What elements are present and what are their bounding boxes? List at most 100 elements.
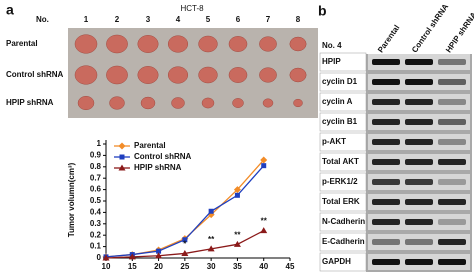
tumor bbox=[228, 36, 248, 52]
sample-number: 3 bbox=[146, 15, 151, 24]
band bbox=[405, 159, 433, 165]
marker bbox=[102, 254, 110, 261]
sample: No. 4 bbox=[322, 41, 342, 50]
sample-number: 6 bbox=[236, 15, 241, 24]
y-axis-label: Tumor volumn(cm³) bbox=[67, 162, 76, 237]
annotation: * bbox=[183, 240, 187, 249]
band bbox=[372, 59, 400, 65]
band bbox=[372, 199, 400, 205]
column-header: Control shRNA bbox=[410, 2, 450, 54]
row-box bbox=[319, 172, 367, 192]
x-tick-label: 10 bbox=[102, 262, 111, 271]
annotation: ** bbox=[234, 230, 241, 239]
marker bbox=[118, 164, 126, 171]
tumor bbox=[77, 95, 95, 111]
y-tick-label: 0.2 bbox=[90, 230, 102, 239]
legend-label: HPIP shRNA bbox=[134, 163, 182, 172]
tumor bbox=[106, 34, 128, 54]
marker bbox=[207, 245, 215, 252]
tumor bbox=[198, 35, 218, 53]
sample-number: 1 bbox=[84, 15, 89, 24]
protein-label: Total ERK bbox=[322, 197, 360, 206]
legend-label: Control shRNA bbox=[134, 152, 192, 161]
tumor bbox=[198, 66, 218, 84]
protein-label: Total AKT bbox=[322, 157, 359, 166]
row-box bbox=[319, 192, 367, 212]
y-tick-label: 0.8 bbox=[90, 162, 102, 171]
legend-label: Parental bbox=[134, 141, 166, 150]
tumor bbox=[106, 65, 128, 85]
band bbox=[372, 79, 400, 85]
panel-label: b bbox=[318, 3, 327, 19]
x-tick-label: 25 bbox=[180, 262, 189, 271]
band bbox=[405, 59, 433, 65]
marker bbox=[260, 227, 268, 234]
y-tick-label: 0.5 bbox=[90, 196, 102, 205]
sample-number: 4 bbox=[176, 15, 181, 24]
column-header: Parental bbox=[376, 23, 401, 54]
y-tick-label: 0.4 bbox=[90, 208, 102, 217]
band bbox=[372, 139, 400, 145]
protein-label: GAPDH bbox=[322, 257, 351, 266]
sample-number: 5 bbox=[206, 15, 211, 24]
band bbox=[438, 199, 466, 205]
band bbox=[438, 139, 466, 145]
protein-label: cyclin A bbox=[322, 97, 353, 106]
row-box bbox=[319, 72, 367, 92]
tumor bbox=[74, 65, 98, 85]
protein-label: N-Cadherin bbox=[322, 217, 365, 226]
tumor bbox=[109, 96, 125, 110]
tumor bbox=[137, 66, 159, 84]
row-label: HPIP shRNA bbox=[6, 98, 54, 107]
y-tick-label: 1 bbox=[97, 139, 102, 148]
y-tick-label: 0.1 bbox=[90, 242, 102, 251]
band bbox=[438, 239, 466, 245]
tumor bbox=[293, 98, 303, 108]
band bbox=[372, 219, 400, 225]
row-box bbox=[319, 52, 367, 72]
x-tick-label: 40 bbox=[259, 262, 268, 271]
row-box bbox=[319, 152, 367, 172]
protein-label: cyclin B1 bbox=[322, 117, 358, 126]
marker bbox=[181, 249, 189, 256]
number-header: No. bbox=[36, 15, 49, 24]
band bbox=[405, 79, 433, 85]
marker bbox=[260, 156, 268, 164]
row-box bbox=[319, 112, 367, 132]
band bbox=[438, 179, 466, 185]
marker bbox=[119, 154, 125, 160]
sample-number: 7 bbox=[266, 15, 271, 24]
marker bbox=[233, 186, 241, 194]
band bbox=[405, 99, 433, 105]
band bbox=[405, 139, 433, 145]
panel-label: a bbox=[6, 2, 14, 18]
band bbox=[438, 219, 466, 225]
x-tick-label: 15 bbox=[128, 262, 137, 271]
tumor bbox=[167, 66, 189, 84]
tumor bbox=[228, 67, 248, 83]
marker bbox=[182, 237, 188, 243]
protein-label: cyclin D1 bbox=[322, 77, 358, 86]
band bbox=[405, 179, 433, 185]
row-box bbox=[319, 252, 367, 272]
row-box bbox=[319, 212, 367, 232]
tumor bbox=[171, 97, 185, 109]
row-label: Control shRNA bbox=[6, 70, 64, 79]
marker bbox=[156, 248, 162, 254]
protein-label: HPIP bbox=[322, 57, 341, 66]
x-tick-label: 45 bbox=[286, 262, 295, 271]
band bbox=[405, 239, 433, 245]
x-tick-label: 20 bbox=[154, 262, 163, 271]
marker bbox=[118, 142, 126, 150]
sample-number: 8 bbox=[296, 15, 301, 24]
tumor bbox=[262, 98, 274, 108]
tumor bbox=[289, 36, 307, 52]
row-box bbox=[319, 232, 367, 252]
band bbox=[438, 79, 466, 85]
marker bbox=[233, 240, 241, 247]
sample-number: 2 bbox=[115, 15, 120, 24]
protein-label: E-Cadherin bbox=[322, 237, 365, 246]
tumor bbox=[232, 98, 244, 108]
marker bbox=[128, 253, 136, 260]
